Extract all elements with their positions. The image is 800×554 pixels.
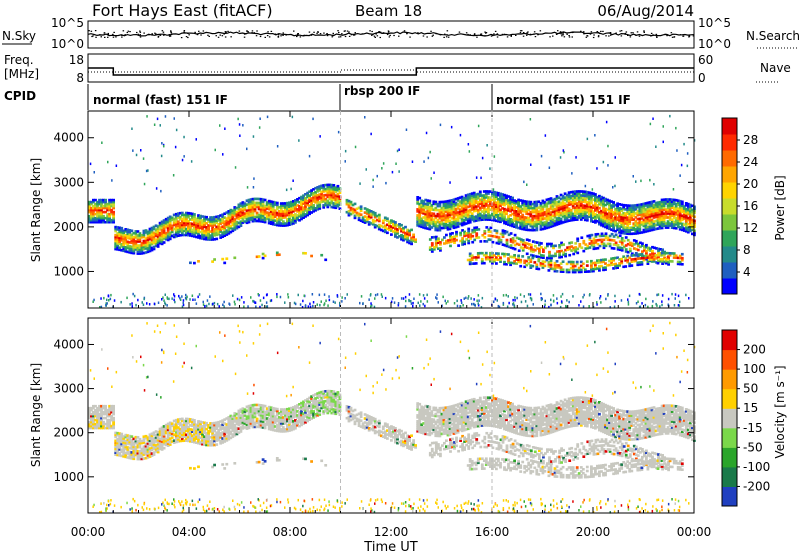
colorbar-tick-label: 50 (743, 382, 758, 396)
colorbar-tick-label: 16 (743, 199, 758, 213)
colorbar-tick-label: 12 (743, 221, 758, 235)
noise-left-tick-high: 10^5 (51, 16, 84, 30)
noise-left-tick-low: 10^0 (51, 37, 84, 51)
velocity-heatmap (88, 321, 696, 514)
colorbar-tick-label: 100 (743, 362, 766, 376)
radar-title: Fort Hays East (fitACF) (92, 1, 273, 20)
cpid-segment-2: rbsp 200 IF (344, 84, 420, 98)
yaxis-tick-label: 2000 (53, 220, 84, 234)
xaxis-tick-label: 08:00 (273, 525, 308, 539)
beam-label: Beam 18 (355, 2, 422, 20)
freq-right-tick-low: 0 (698, 71, 706, 85)
xaxis-tick-label: 12:00 (374, 525, 409, 539)
freq-left-tick-high: 18 (69, 53, 84, 67)
nave-line (88, 69, 694, 73)
noise-panel: N.Sky 10^5 10^0 10^5 10^0 N.Search (2, 16, 800, 51)
xaxis-label: Time UT (363, 540, 417, 554)
yaxis-tick-label: 1000 (53, 264, 84, 278)
freq-label-1: Freq. (4, 53, 34, 67)
freq-panel: Freq. [MHz] 18 8 60 0 Nave (4, 53, 791, 85)
velocity-colorbar-label: Velocity [m s⁻¹] (773, 365, 787, 458)
xaxis-tick-label: 04:00 (172, 525, 207, 539)
power-yaxis: 1000 2000 3000 4000 (53, 131, 694, 278)
cpid-segment-3: normal (fast) 151 IF (496, 93, 631, 107)
velocity-colorbar: 200 100 50 15 -15 -50 -100 -200 (721, 329, 770, 507)
noise-search-dots (88, 30, 695, 39)
power-colorbar-label: Power [dB] (773, 175, 787, 240)
cpid-panel: CPID normal (fast) 151 IF rbsp 200 IF no… (4, 84, 631, 110)
colorbar-tick-label: -100 (743, 460, 770, 474)
power-panel: 1000 2000 3000 4000 Slant Range [km] (29, 110, 696, 309)
colorbar-tick-label: -200 (743, 479, 770, 493)
xaxis-tick-label: 16:00 (475, 525, 510, 539)
colorbar-tick-label: 15 (743, 401, 758, 415)
yaxis-tick-label: 1000 (53, 470, 84, 484)
noise-right-label: N.Search (746, 29, 800, 43)
colorbar-tick-label: 4 (743, 265, 751, 279)
velocity-yaxis: 1000 2000 3000 4000 (53, 337, 694, 484)
date-label: 06/Aug/2014 (597, 2, 694, 20)
xaxis-tick-label: 00:00 (677, 525, 712, 539)
freq-right-tick-high: 60 (698, 53, 713, 67)
cpid-segment-1: normal (fast) 151 IF (93, 93, 228, 107)
colorbar-tick-label: -50 (743, 440, 763, 454)
yaxis-tick-label: 4000 (53, 337, 84, 351)
noise-sky-line (87, 31, 695, 37)
power-colorbar: 28 24 20 16 12 8 4 (721, 117, 758, 295)
xaxis-tick-label: 20:00 (576, 525, 611, 539)
colorbar-tick-label: -15 (743, 421, 763, 435)
power-ylabel: Slant Range [km] (29, 158, 43, 262)
cpid-label: CPID (4, 89, 36, 103)
power-heatmap (88, 114, 696, 309)
velocity-ylabel: Slant Range [km] (29, 363, 43, 467)
nave-label: Nave (760, 61, 791, 75)
freq-left-tick-low: 8 (76, 71, 84, 85)
yaxis-tick-label: 3000 (53, 382, 84, 396)
xaxis-tick-label: 00:00 (71, 525, 106, 539)
yaxis-tick-label: 2000 (53, 426, 84, 440)
yaxis-tick-label: 3000 (53, 175, 84, 189)
noise-right-tick-high: 10^5 (698, 16, 731, 30)
yaxis-tick-label: 4000 (53, 131, 84, 145)
time-xaxis: 00:00 04:00 08:00 12:00 16:00 20:00 00:00 (71, 111, 712, 539)
colorbar-tick-label: 20 (743, 177, 758, 191)
noise-right-tick-low: 10^0 (698, 37, 731, 51)
colorbar-tick-label: 8 (743, 243, 751, 257)
colorbar-tick-label: 28 (743, 133, 758, 147)
velocity-panel: 1000 2000 3000 4000 Slant Range [km] (29, 317, 696, 514)
colorbar-tick-label: 24 (743, 155, 758, 169)
freq-label-2: [MHz] (4, 67, 39, 81)
freq-line (88, 67, 694, 76)
noise-left-label: N.Sky (2, 29, 36, 43)
colorbar-tick-label: 200 (743, 343, 766, 357)
